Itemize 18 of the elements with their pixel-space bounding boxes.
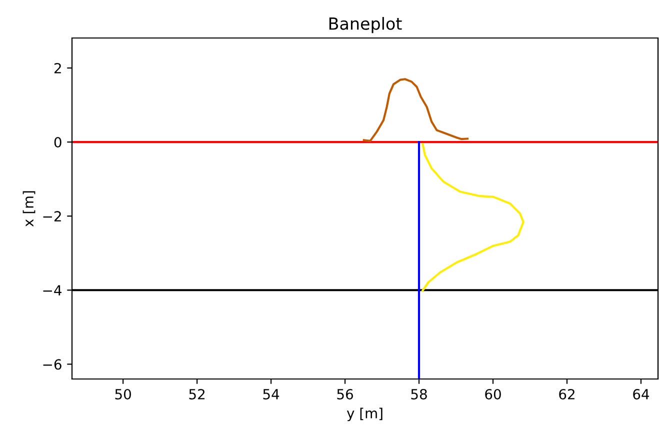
x-tick-label: 58 xyxy=(411,388,427,400)
x-tick-label: 52 xyxy=(189,388,204,400)
x-tick-label: 56 xyxy=(337,388,353,400)
x-tick-label: 50 xyxy=(115,388,131,400)
chart-title: Baneplot xyxy=(329,17,402,34)
x-tick-label: 54 xyxy=(263,389,280,400)
y-tick-label: −6 xyxy=(43,359,62,370)
y-axis-title: x [m] xyxy=(22,191,36,227)
x-tick-label: 64 xyxy=(633,388,650,400)
y-tick-label: −4 xyxy=(43,285,62,296)
x-tick-label: 62 xyxy=(559,388,574,400)
x-axis-title: y [m] xyxy=(346,408,382,422)
line-series xyxy=(422,143,524,292)
line-series xyxy=(362,78,469,142)
x-tick-label: 60 xyxy=(485,388,501,400)
y-tick-label: 0 xyxy=(54,137,62,148)
y-tick-label: 2 xyxy=(54,62,61,74)
y-tick-label: −2 xyxy=(43,211,61,222)
